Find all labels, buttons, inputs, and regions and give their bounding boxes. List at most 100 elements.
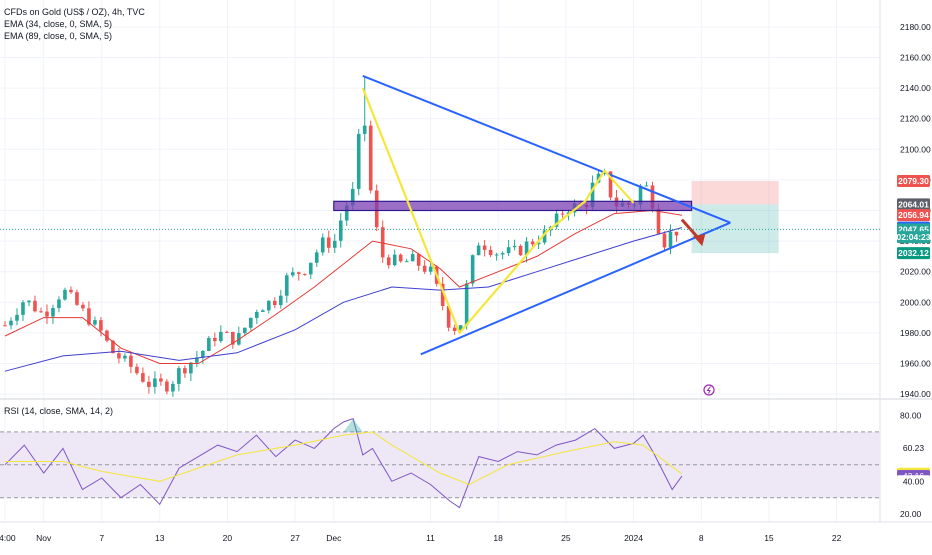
candle-body [171,383,175,392]
ema34-line [4,209,682,364]
candle-body [662,233,667,248]
time-tick-label: 18 [493,533,503,543]
price-tag-label: 2032.12 [898,248,929,258]
candle-body [87,308,91,325]
time-tick-label: 27 [290,533,300,543]
price-tick-label: 2000.00 [900,297,931,307]
rsi-tag-label: 40.00 [903,476,925,486]
price-tag[interactable] [897,174,930,187]
candle-body [326,237,331,248]
candle-body [63,289,67,300]
price-tick-label: 2120.00 [900,114,931,124]
candle-body [356,133,361,189]
zigzag-path[interactable] [361,87,635,334]
candle-body [656,208,661,234]
candle-body [674,231,679,236]
candle-body [338,220,343,241]
candle-body [590,182,595,208]
price-tick-label: 1980.00 [900,328,931,338]
candle-body [392,254,397,266]
candle-body [314,252,319,263]
price-tick-label: 2160.00 [900,53,931,63]
candle-body [141,373,145,382]
legend-symbol[interactable]: CFDs on Gold (US$ / OZ), 4h, TVC [4,7,145,17]
candle-body [416,254,421,266]
candle-body [446,306,451,328]
price-tag[interactable] [897,247,930,260]
time-tick-label: 2024 [624,533,643,543]
candle-body [21,302,25,315]
candle-body [45,311,49,317]
rsi-tag[interactable] [897,475,930,488]
projection-arrow-head[interactable] [693,234,706,247]
candle-body [105,330,109,341]
candle-body [524,241,529,256]
candle-body [27,300,31,303]
candle-body [332,240,337,248]
legend-ema89[interactable]: EMA (89, close, 0, SMA, 5) [4,31,113,41]
resistance-zone[interactable] [333,200,693,212]
candle-body [177,368,181,384]
candle-body [638,185,643,205]
candle-body [380,227,385,258]
rsi-legend-panel: RSI (14, close, SMA, 14, 2) [4,405,113,417]
price-tick-label: 2020.00 [900,267,931,277]
candle-body [308,262,313,275]
candle-body [344,205,349,221]
candle-body [476,245,481,256]
candle-body [3,325,7,327]
time-tick-label: 15 [764,533,774,543]
candle-body [494,254,499,256]
candle-body [261,310,265,312]
rsi-tag[interactable] [897,441,930,454]
candle-body [213,338,217,342]
price-tag[interactable] [897,209,930,222]
candle-body [428,266,433,272]
price-tag[interactable] [897,231,930,244]
price-tick-label: 1960.00 [900,359,931,369]
candle-body [243,327,247,334]
candle-body [249,317,253,328]
candle-body [488,249,493,256]
candle-body [69,289,73,293]
candle-body [117,353,121,359]
candle-body [302,273,307,275]
time-tick-label: 14:00 [0,533,16,543]
candle-body [255,311,259,318]
price-tag[interactable] [897,198,930,211]
candle-body [207,338,211,351]
price-tag-label: 2056.94 [898,210,929,220]
lightning-icon [706,386,711,394]
time-tick-label: Nov [36,533,52,543]
candle-body [219,331,223,342]
candle-body [225,331,229,333]
candle-body [15,314,19,321]
candle-body [350,188,355,206]
rsi-tick-label: 20.00 [900,509,922,519]
candle-body [500,253,505,255]
candle-body [81,304,85,309]
time-tick-label: 8 [699,533,704,543]
candle-body [201,350,205,358]
candle-body [153,378,157,387]
candle-body [422,265,427,272]
price-tick-label: 2180.00 [900,22,931,32]
legend-rsi[interactable]: RSI (14, close, SMA, 14, 2) [4,406,114,416]
time-tick-label: 20 [223,533,233,543]
price-tag-label: 2079.30 [898,176,929,186]
candle-body [644,185,649,187]
time-tick-label: 11 [426,533,435,543]
legend-ema34[interactable]: EMA (34, close, 0, SMA, 5) [4,19,113,29]
candle-body [135,366,139,374]
price-tag-label: 2064.01 [898,199,929,209]
candle-body [452,327,457,331]
candle-body [386,257,391,266]
rsi-overbought-fill [343,418,363,432]
triangle-upper-line[interactable] [362,74,731,224]
time-tick-label: Dec [326,533,342,543]
candle-body [272,300,277,306]
triangle-lower-line[interactable] [420,221,731,356]
time-tick-label: 13 [155,533,165,543]
position-stop-zone[interactable] [691,180,779,205]
